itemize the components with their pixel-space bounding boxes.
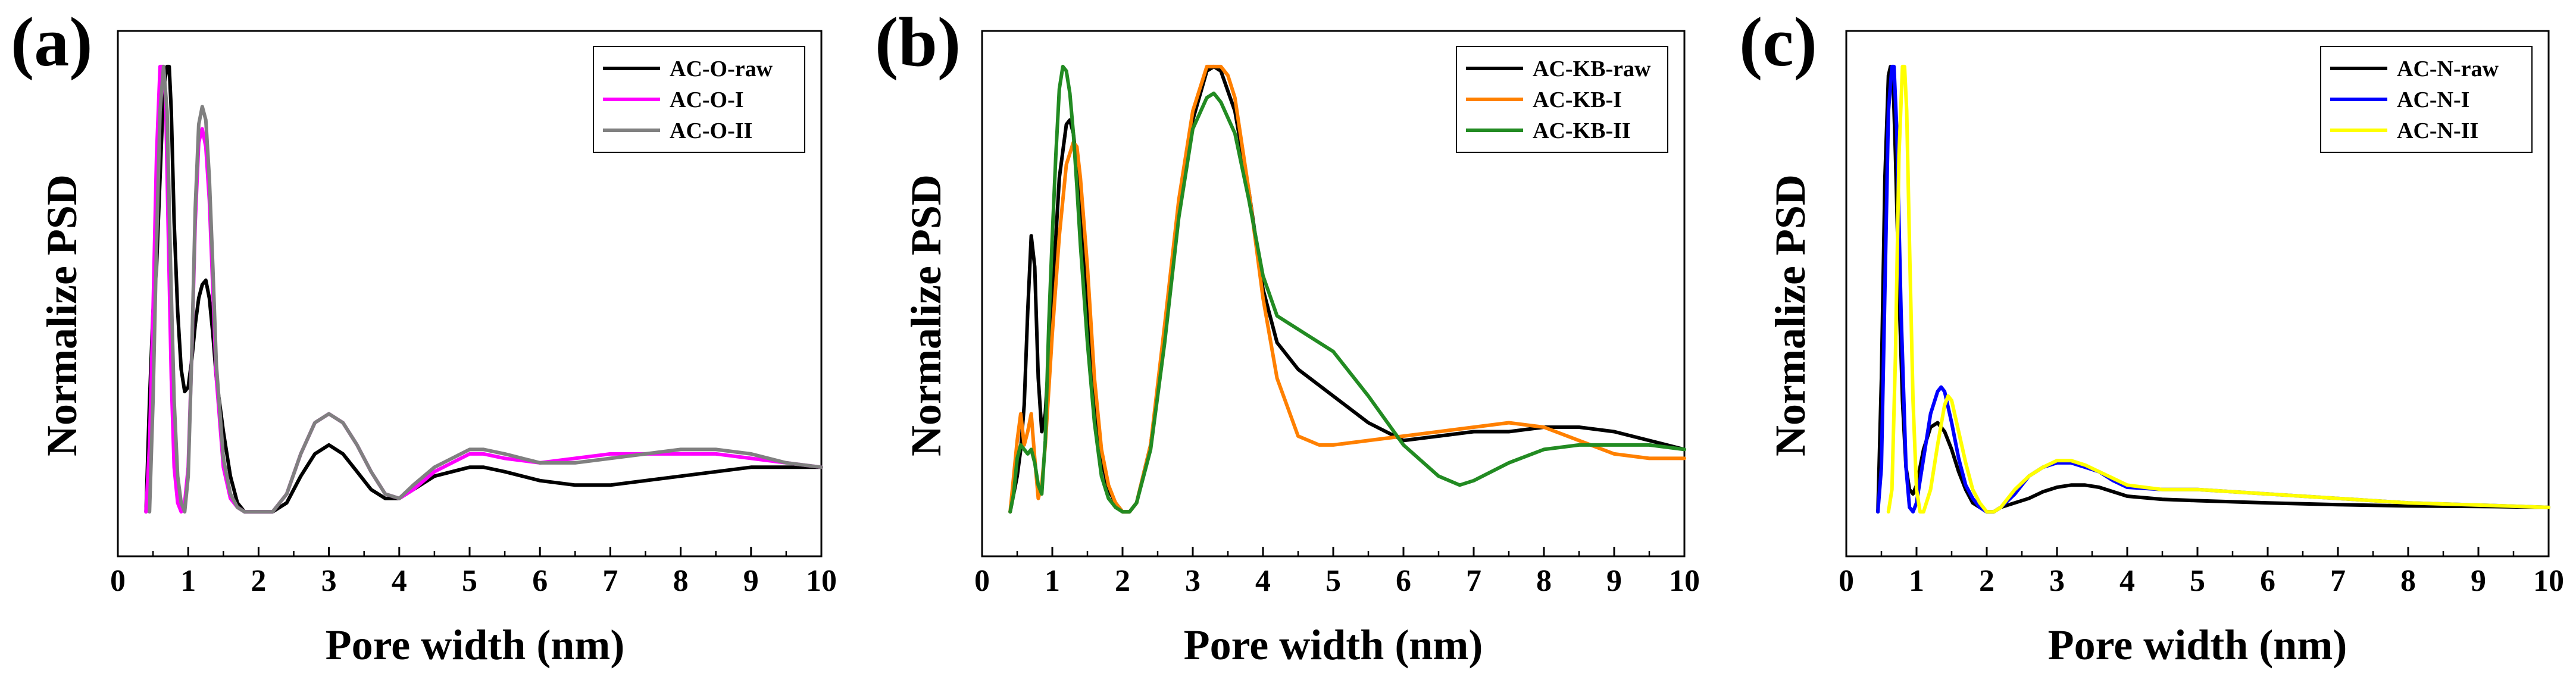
- x-tick-label: 10: [1669, 564, 1700, 598]
- panel-b: (b) Normalize PSD Pore width (nm) 0 1 2 3 4 5…: [875, 3, 1700, 669]
- ticks-group: 0 1 2 3 4 5 6 7 8 9 10: [110, 547, 837, 598]
- series-group: [1876, 64, 2550, 514]
- x-tick-label: 9: [743, 564, 759, 598]
- series-group: [144, 64, 823, 514]
- x-tick-label: 4: [2119, 564, 2135, 598]
- x-tick-label: 9: [1606, 564, 1622, 598]
- legend-label: AC-O-II: [670, 118, 752, 143]
- ticks-group: 0 1 2 3 4 5 6 7 8 9 10: [1839, 547, 2564, 598]
- y-axis-title: Normalize PSD: [1767, 174, 1814, 456]
- legend-label: AC-O-I: [670, 87, 744, 112]
- x-tick-label: 7: [602, 564, 618, 598]
- legend-label: AC-N-I: [2397, 87, 2469, 112]
- legend: AC-KB-raw AC-KB-I AC-KB-II: [1456, 46, 1668, 153]
- x-tick-label: 10: [2533, 564, 2564, 598]
- panel-label: (c): [1739, 3, 1817, 81]
- legend: AC-O-raw AC-O-I AC-O-II: [593, 46, 805, 153]
- x-tick-label: 1: [1909, 564, 1924, 598]
- x-tick-label: 3: [1185, 564, 1201, 598]
- x-tick-label: 2: [251, 564, 266, 598]
- y-axis-title: Normalize PSD: [902, 174, 950, 456]
- x-tick-label: 7: [2330, 564, 2346, 598]
- x-tick-label: 4: [1255, 564, 1271, 598]
- x-tick-label: 2: [1115, 564, 1130, 598]
- x-tick-label: 3: [2049, 564, 2065, 598]
- legend-label: AC-O-raw: [670, 57, 773, 82]
- legend-label: AC-KB-raw: [1533, 57, 1651, 82]
- x-tick-label: 5: [462, 564, 477, 598]
- x-tick-label: 0: [1839, 564, 1854, 598]
- panel-a: (a) Normalize PSD Pore width (nm) 0 1 2 3 4 5…: [11, 3, 837, 669]
- x-tick-label: 0: [110, 564, 126, 598]
- x-tick-label: 0: [974, 564, 990, 598]
- x-tick-label: 2: [1979, 564, 1994, 598]
- x-tick-label: 5: [1325, 564, 1341, 598]
- x-tick-label: 3: [321, 564, 337, 598]
- ticks-group: 0 1 2 3 4 5 6 7 8 9 10: [974, 547, 1700, 598]
- x-tick-label: 1: [180, 564, 196, 598]
- series-line-ac-kb-ii: [1008, 64, 1686, 514]
- panel-label: (b): [875, 3, 961, 81]
- series-line-ac-n-ii: [1886, 64, 2550, 514]
- x-tick-label: 5: [2190, 564, 2205, 598]
- x-tick-label: 6: [1396, 564, 1411, 598]
- x-tick-label: 4: [392, 564, 407, 598]
- x-tick-label: 9: [2471, 564, 2486, 598]
- legend: AC-N-raw AC-N-I AC-N-II: [2320, 46, 2533, 153]
- x-axis-title: Pore width (nm): [326, 621, 625, 669]
- x-tick-label: 8: [2400, 564, 2416, 598]
- x-tick-label: 10: [806, 564, 837, 598]
- x-axis-title: Pore width (nm): [2048, 621, 2347, 669]
- legend-label: AC-N-raw: [2397, 57, 2499, 82]
- x-axis-title: Pore width (nm): [1184, 621, 1483, 669]
- series-line-ac-o-ii: [148, 64, 823, 514]
- legend-label: AC-KB-II: [1533, 118, 1631, 143]
- panel-c: (c) Normalize PSD Pore width (nm) 0 1 2 3 4 5…: [1739, 3, 2564, 669]
- y-axis-title: Normalize PSD: [38, 174, 86, 456]
- legend-label: AC-N-II: [2397, 118, 2478, 143]
- x-tick-label: 6: [2260, 564, 2275, 598]
- legend-label: AC-KB-I: [1533, 87, 1622, 112]
- x-tick-label: 8: [673, 564, 689, 598]
- x-tick-label: 6: [532, 564, 548, 598]
- series-group: [1008, 64, 1686, 514]
- x-tick-label: 7: [1466, 564, 1481, 598]
- x-tick-label: 8: [1536, 564, 1552, 598]
- panel-label: (a): [11, 3, 93, 81]
- x-tick-label: 1: [1045, 564, 1060, 598]
